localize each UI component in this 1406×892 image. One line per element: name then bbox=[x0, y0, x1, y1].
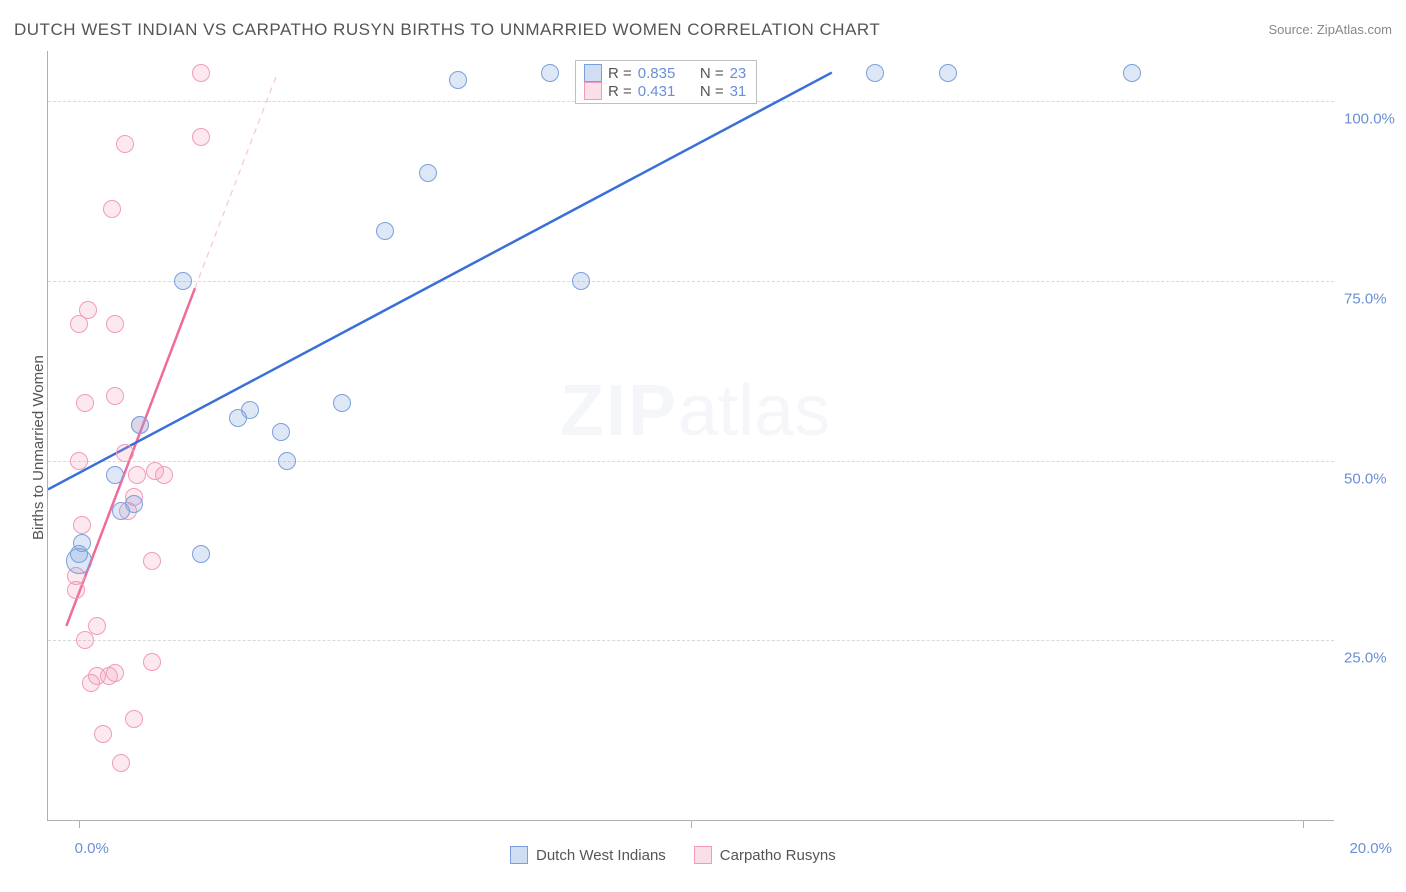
x-tick bbox=[691, 820, 692, 828]
legend-item: Dutch West Indians bbox=[510, 846, 666, 864]
n-label: N = bbox=[700, 65, 724, 82]
data-point-blue bbox=[541, 64, 559, 82]
legend-swatch bbox=[584, 64, 602, 82]
data-point-pink bbox=[192, 128, 210, 146]
data-point-blue bbox=[125, 495, 143, 513]
data-point-blue bbox=[241, 401, 259, 419]
data-point-blue bbox=[1123, 64, 1141, 82]
data-point-pink bbox=[116, 135, 134, 153]
legend-item: Carpatho Rusyns bbox=[694, 846, 836, 864]
r-label: R = bbox=[608, 83, 632, 100]
data-point-blue bbox=[192, 545, 210, 563]
data-point-blue bbox=[131, 416, 149, 434]
legend-swatch bbox=[694, 846, 712, 864]
data-point-pink bbox=[79, 301, 97, 319]
data-point-pink bbox=[76, 394, 94, 412]
data-point-pink bbox=[106, 315, 124, 333]
data-point-pink bbox=[73, 516, 91, 534]
data-point-pink bbox=[116, 444, 134, 462]
data-point-pink bbox=[125, 710, 143, 728]
data-point-pink bbox=[143, 653, 161, 671]
data-point-pink bbox=[103, 200, 121, 218]
data-point-blue bbox=[73, 534, 91, 552]
gridline bbox=[48, 281, 1334, 282]
data-point-blue bbox=[866, 64, 884, 82]
data-point-blue bbox=[272, 423, 290, 441]
data-point-pink bbox=[192, 64, 210, 82]
plot-area: 25.0%50.0%75.0%100.0%0.0%20.0% bbox=[47, 51, 1334, 821]
data-point-pink bbox=[76, 631, 94, 649]
data-point-pink bbox=[94, 725, 112, 743]
data-point-blue bbox=[419, 164, 437, 182]
legend-swatch bbox=[584, 82, 602, 100]
correlation-legend-row: R = 0.431 N = 31 bbox=[584, 82, 746, 100]
data-point-pink bbox=[155, 466, 173, 484]
data-point-blue bbox=[174, 272, 192, 290]
legend-swatch bbox=[510, 846, 528, 864]
y-axis-label: Births to Unmarried Women bbox=[30, 355, 47, 540]
legend-label: Carpatho Rusyns bbox=[720, 847, 836, 864]
data-point-pink bbox=[112, 754, 130, 772]
data-point-pink bbox=[106, 387, 124, 405]
correlation-legend: R = 0.835 N = 23 R = 0.431 N = 31 bbox=[575, 60, 757, 104]
x-tick bbox=[79, 820, 80, 828]
series-legend: Dutch West Indians Carpatho Rusyns bbox=[510, 846, 836, 864]
r-value: 0.431 bbox=[638, 83, 676, 100]
source-label: Source: ZipAtlas.com bbox=[1268, 22, 1392, 37]
correlation-legend-row: R = 0.835 N = 23 bbox=[584, 64, 746, 82]
y-tick-label: 75.0% bbox=[1344, 290, 1404, 307]
x-tick-label-max: 20.0% bbox=[1349, 840, 1392, 857]
gridline bbox=[48, 640, 1334, 641]
data-point-blue bbox=[376, 222, 394, 240]
data-point-blue bbox=[278, 452, 296, 470]
y-tick-label: 100.0% bbox=[1344, 111, 1404, 128]
data-point-pink bbox=[143, 552, 161, 570]
gridline bbox=[48, 461, 1334, 462]
y-tick-label: 25.0% bbox=[1344, 650, 1404, 667]
data-point-blue bbox=[333, 394, 351, 412]
y-tick-label: 50.0% bbox=[1344, 470, 1404, 487]
n-value: 23 bbox=[730, 65, 747, 82]
x-tick bbox=[1303, 820, 1304, 828]
data-point-blue bbox=[106, 466, 124, 484]
data-point-pink bbox=[70, 452, 88, 470]
legend-label: Dutch West Indians bbox=[536, 847, 666, 864]
chart-title: DUTCH WEST INDIAN VS CARPATHO RUSYN BIRT… bbox=[14, 20, 880, 40]
data-point-pink bbox=[88, 617, 106, 635]
n-label: N = bbox=[700, 83, 724, 100]
r-value: 0.835 bbox=[638, 65, 676, 82]
data-point-pink bbox=[128, 466, 146, 484]
r-label: R = bbox=[608, 65, 632, 82]
trend-lines bbox=[48, 51, 1334, 820]
data-point-blue bbox=[449, 71, 467, 89]
data-point-pink bbox=[106, 664, 124, 682]
data-point-blue bbox=[572, 272, 590, 290]
n-value: 31 bbox=[730, 83, 747, 100]
data-point-blue bbox=[939, 64, 957, 82]
x-tick-label-min: 0.0% bbox=[75, 840, 109, 857]
